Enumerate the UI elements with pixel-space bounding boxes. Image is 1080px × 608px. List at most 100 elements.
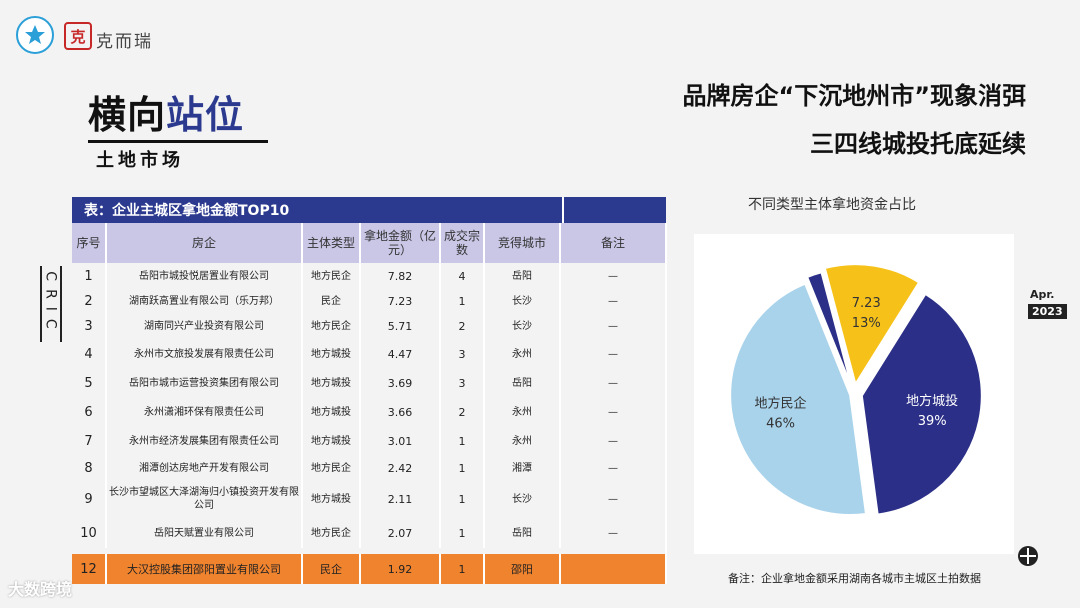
headline-line-1: 品牌房企“下沉地州市”现象消弭 (682, 82, 1026, 110)
section-title: 横向站位 (88, 84, 244, 139)
cell-index: 6 (72, 398, 107, 427)
cell-company: 大汉控股集团邵阳置业有限公司 (106, 554, 303, 584)
cell-company: 永州市文旅投发展有限责任公司 (106, 340, 303, 369)
cell-count: 4 (440, 263, 485, 289)
cell-amount: 3.01 (360, 427, 441, 456)
side-label-text: CRIC (43, 271, 60, 337)
section-subtitle: 土地市场 (96, 150, 184, 171)
cell-count: 1 (440, 456, 485, 480)
cell-note: — (560, 427, 667, 456)
pie-slice-value: 39% (918, 414, 947, 429)
cell-type: 地方城投 (302, 369, 361, 398)
cell-count: 1 (440, 480, 485, 518)
pie-slice (805, 271, 854, 389)
cell-note (560, 554, 667, 584)
header-index: 序号 (72, 223, 107, 263)
cell-count: 1 (440, 554, 485, 584)
cell-company: 岳阳市城市运营投资集团有限公司 (106, 369, 303, 398)
cell-count: 2 (440, 313, 485, 340)
top10-table: 表：企业主城区拿地金额TOP10 序号 房企 主体类型 拿地金额（亿元） 成交宗… (72, 197, 667, 584)
cell-city: 岳阳 (484, 369, 561, 398)
cell-note: — (560, 263, 667, 289)
cell-count: 3 (440, 340, 485, 369)
cell-type: 地方民企 (302, 518, 361, 548)
cell-index: 9 (72, 480, 107, 518)
pie-slice-label: 7.23 (852, 296, 881, 311)
side-label: CRIC (40, 266, 62, 342)
cric-logo-icon (16, 16, 54, 54)
header-note: 备注 (560, 223, 667, 263)
table-row: 10 岳阳天赋置业有限公司 地方民企 2.07 1 岳阳 — (72, 518, 667, 548)
cell-type: 民企 (302, 289, 361, 313)
header-city: 竞得城市 (484, 223, 561, 263)
cell-count: 2 (440, 398, 485, 427)
cell-note: — (560, 398, 667, 427)
cell-index: 4 (72, 340, 107, 369)
pie-slice-label: 地方民企 (755, 395, 807, 411)
table-row: 1 岳阳市城投悦居置业有限公司 地方民企 7.82 4 岳阳 — (72, 263, 667, 289)
cell-type: 地方城投 (302, 398, 361, 427)
data-note: 备注：企业拿地金额采用湖南各城市主城区土拍数据 (728, 572, 981, 585)
cell-index: 7 (72, 427, 107, 456)
table-title-text: 表：企业主城区拿地金额TOP10 (84, 203, 290, 219)
cell-company: 湖南同兴产业投资有限公司 (106, 313, 303, 340)
cell-company: 湖南跃高置业有限公司（乐万邦） (106, 289, 303, 313)
pie-panel: 地方城投 39% 地方民企 46% 7.23 13% (694, 234, 1014, 554)
cell-amount: 3.69 (360, 369, 441, 398)
section-title-part-b: 站位 (166, 93, 245, 137)
cell-amount: 2.11 (360, 480, 441, 518)
cell-city: 永州 (484, 427, 561, 456)
pie-slice-label: 地方城投 (906, 393, 958, 409)
pie-chart: 地方城投 39% 地方民企 46% 7.23 13% (729, 263, 983, 516)
pie-slice (823, 263, 921, 387)
pie-slice (860, 292, 983, 516)
section-title-part-a: 横向 (88, 93, 167, 137)
pie-slice (729, 282, 868, 516)
table-row: 9 长沙市望城区大泽湖海归小镇投资开发有限公司 地方城投 2.11 1 长沙 — (72, 480, 667, 518)
cell-type: 地方民企 (302, 313, 361, 340)
table-header-row: 序号 房企 主体类型 拿地金额（亿元） 成交宗数 竞得城市 备注 (72, 223, 667, 263)
cell-amount: 2.07 (360, 518, 441, 548)
cell-amount: 7.82 (360, 263, 441, 289)
cell-amount: 7.23 (360, 289, 441, 313)
cell-city: 岳阳 (484, 518, 561, 548)
cell-index: 2 (72, 289, 107, 313)
headline-line-2: 三四线城投托底延续 (810, 130, 1026, 158)
cell-index: 5 (72, 369, 107, 398)
cell-index: 8 (72, 456, 107, 480)
cell-city: 永州 (484, 398, 561, 427)
table-row: 8 湘潭创达房地产开发有限公司 地方民企 2.42 1 湘潭 — (72, 456, 667, 480)
pie-slice-value: 46% (766, 416, 795, 431)
cell-note: — (560, 369, 667, 398)
brand-name: 克而瑞 (96, 32, 153, 52)
cell-count: 1 (440, 518, 485, 548)
cell-note: — (560, 313, 667, 340)
cell-count: 1 (440, 427, 485, 456)
cell-company: 永州市经济发展集团有限责任公司 (106, 427, 303, 456)
date-year: 2023 (1028, 304, 1067, 319)
table-row: 7 永州市经济发展集团有限责任公司 地方城投 3.01 1 永州 — (72, 427, 667, 456)
cell-type: 地方城投 (302, 340, 361, 369)
cell-amount: 1.92 (360, 554, 441, 584)
cell-count: 1 (440, 289, 485, 313)
table-row: 4 永州市文旅投发展有限责任公司 地方城投 4.47 3 永州 — (72, 340, 667, 369)
cell-company: 湘潭创达房地产开发有限公司 (106, 456, 303, 480)
cell-type: 地方城投 (302, 480, 361, 518)
cell-city: 岳阳 (484, 263, 561, 289)
cell-index: 10 (72, 518, 107, 548)
cell-type: 地方城投 (302, 427, 361, 456)
cell-company: 岳阳天赋置业有限公司 (106, 518, 303, 548)
table-body: 1 岳阳市城投悦居置业有限公司 地方民企 7.82 4 岳阳 —2 湖南跃高置业有限公司（乐万… (72, 263, 667, 584)
crosshair-icon (1018, 546, 1038, 566)
cell-company: 长沙市望城区大泽湖海归小镇投资开发有限公司 (106, 480, 303, 518)
cell-city: 邵阳 (484, 554, 561, 584)
cell-city: 长沙 (484, 289, 561, 313)
table-row: 3 湖南同兴产业投资有限公司 地方民企 5.71 2 长沙 — (72, 313, 667, 340)
cell-note: — (560, 518, 667, 548)
cell-city: 长沙 (484, 313, 561, 340)
cell-index: 3 (72, 313, 107, 340)
data-table: 序号 房企 主体类型 拿地金额（亿元） 成交宗数 竞得城市 备注 1 岳阳市城投悦… (72, 223, 667, 584)
cell-city: 永州 (484, 340, 561, 369)
cell-note: — (560, 340, 667, 369)
date-month: Apr. (1030, 288, 1055, 301)
